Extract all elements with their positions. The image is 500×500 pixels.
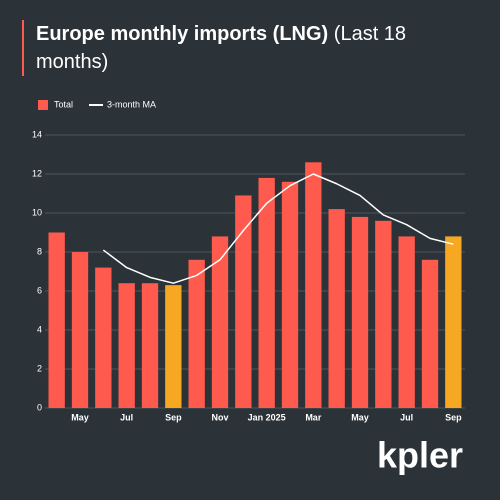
- x-tick-label: May: [71, 412, 89, 422]
- y-tick-label: 0: [37, 402, 42, 412]
- y-tick-label: 14: [32, 129, 42, 139]
- bar: [165, 285, 182, 408]
- x-tick-label: Jul: [120, 412, 133, 422]
- bar: [118, 283, 135, 408]
- x-tick-label: Jan 2025: [248, 412, 286, 422]
- legend-swatch: [38, 100, 48, 110]
- y-tick-label: 6: [37, 285, 42, 295]
- bar: [95, 267, 112, 408]
- chart-subtitle: (Last 18 months): [36, 23, 407, 73]
- y-tick-label: 10: [32, 207, 42, 217]
- x-tick-label: May: [351, 412, 369, 422]
- bar: [48, 232, 65, 408]
- x-tick-label: Nov: [211, 412, 228, 422]
- legend-label: Total: [54, 99, 73, 109]
- x-tick-label: Jul: [400, 412, 413, 422]
- bar: [328, 209, 345, 408]
- bar: [281, 181, 299, 408]
- bar: [421, 259, 439, 408]
- bar: [188, 259, 205, 408]
- x-tick-label: Mar: [305, 412, 322, 422]
- bar: [351, 216, 369, 408]
- bar: [211, 236, 229, 408]
- bar: [305, 162, 322, 408]
- bar: [71, 252, 89, 408]
- bar: [141, 283, 159, 408]
- y-tick-label: 4: [37, 324, 42, 334]
- chart-title: Europe monthly imports (LNG): [36, 23, 329, 45]
- y-tick-label: 8: [37, 246, 42, 256]
- bar: [375, 220, 392, 408]
- bar: [398, 236, 415, 408]
- y-tick-label: 12: [32, 168, 42, 178]
- y-tick-label: 2: [37, 363, 42, 373]
- x-tick-label: Sep: [445, 412, 462, 422]
- ma-line: [102, 173, 454, 284]
- header: Europe monthly imports (LNG) (Last 18 mo…: [22, 20, 476, 76]
- bar: [235, 195, 252, 408]
- bar: [445, 236, 462, 408]
- bar: [258, 177, 275, 408]
- x-tick-label: Sep: [165, 412, 182, 422]
- legend-label: 3-month MA: [107, 99, 156, 109]
- brand-logo: kpler: [377, 435, 463, 476]
